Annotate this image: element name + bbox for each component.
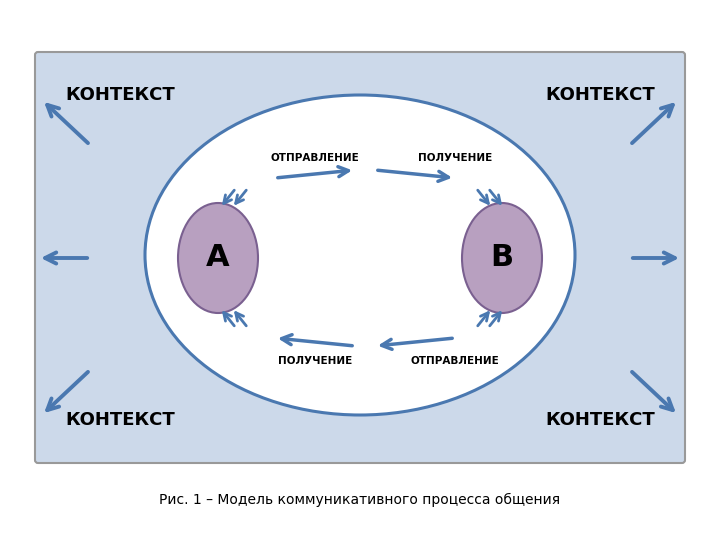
Text: Рис. 1 – Модель коммуникативного процесса общения: Рис. 1 – Модель коммуникативного процесс… xyxy=(159,493,561,507)
Text: ОТПРАВЛЕНИЕ: ОТПРАВЛЕНИЕ xyxy=(271,153,359,163)
Text: А: А xyxy=(206,244,230,273)
Ellipse shape xyxy=(178,203,258,313)
Text: ПОЛУЧЕНИЕ: ПОЛУЧЕНИЕ xyxy=(418,153,492,163)
Text: В: В xyxy=(490,244,513,273)
Text: КОНТЕКСТ: КОНТЕКСТ xyxy=(65,411,175,429)
Ellipse shape xyxy=(145,95,575,415)
Text: ПОЛУЧЕНИЕ: ПОЛУЧЕНИЕ xyxy=(278,356,352,366)
Text: КОНТЕКСТ: КОНТЕКСТ xyxy=(65,86,175,104)
Ellipse shape xyxy=(462,203,542,313)
Text: КОНТЕКСТ: КОНТЕКСТ xyxy=(545,411,655,429)
Text: КОНТЕКСТ: КОНТЕКСТ xyxy=(545,86,655,104)
Text: ОТПРАВЛЕНИЕ: ОТПРАВЛЕНИЕ xyxy=(410,356,500,366)
FancyBboxPatch shape xyxy=(35,52,685,463)
